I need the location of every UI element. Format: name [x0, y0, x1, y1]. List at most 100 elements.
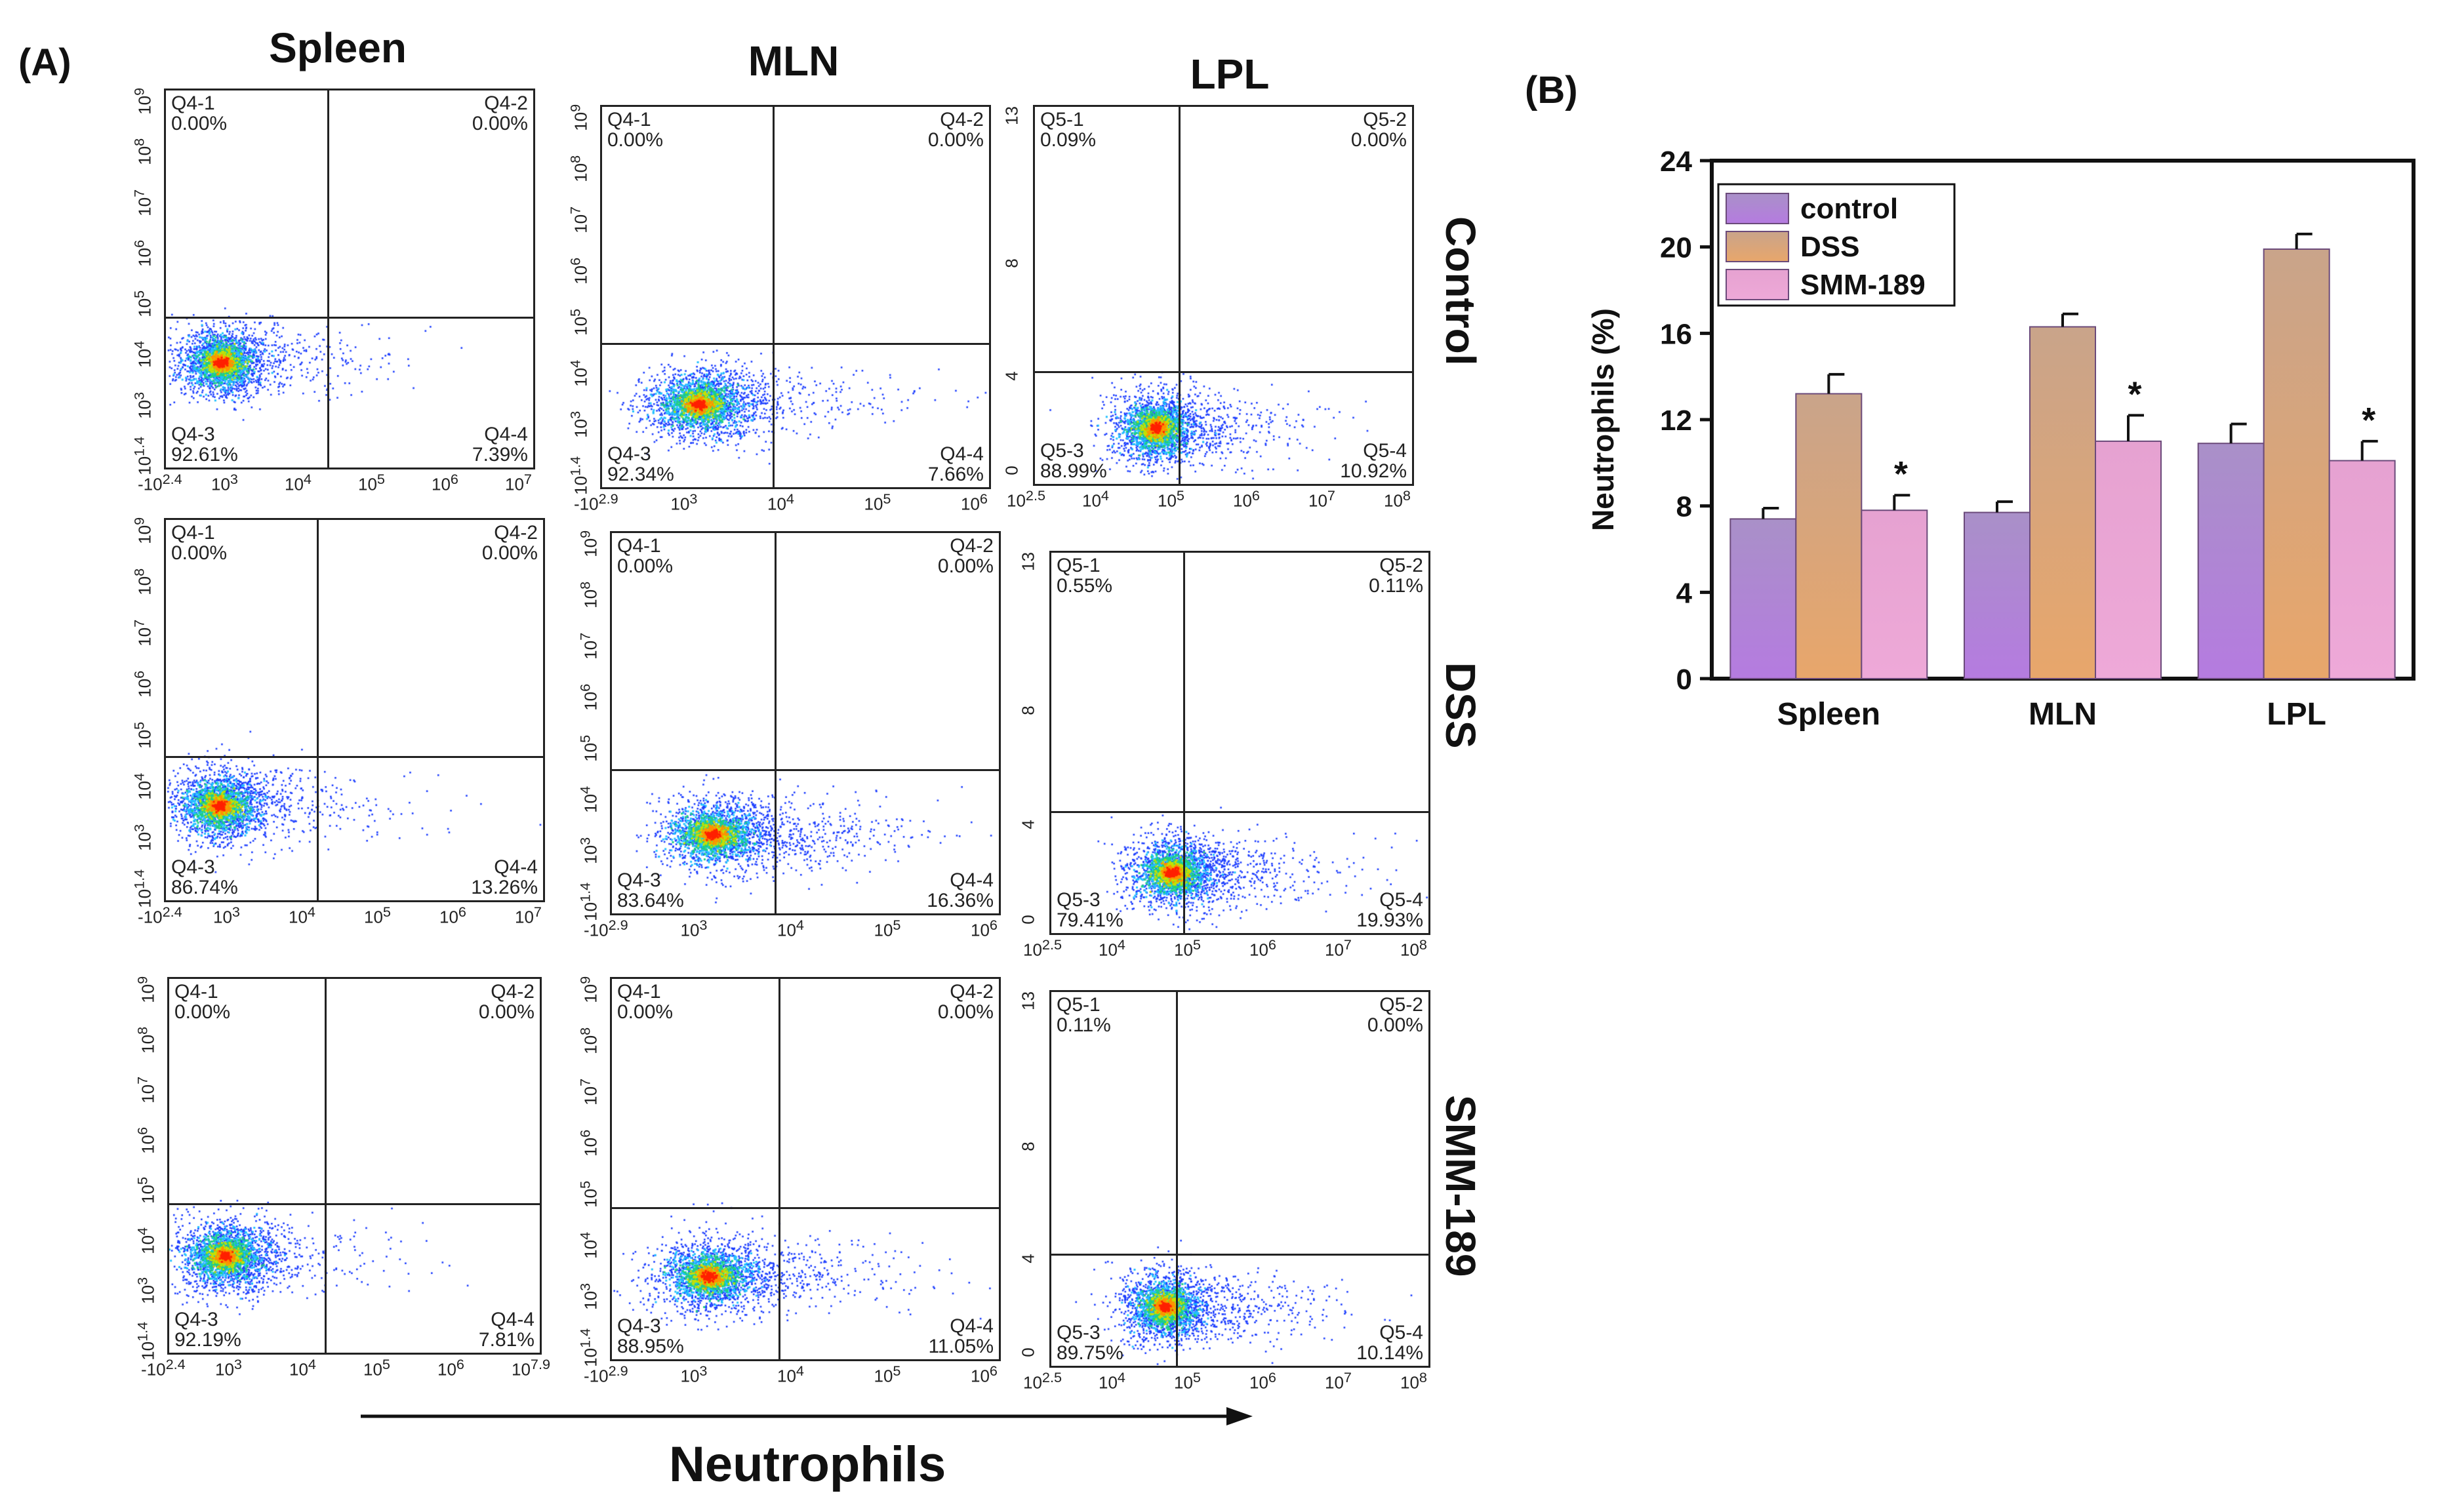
y-tick-label: 0: [1676, 664, 1692, 696]
y-tick-label: 105: [134, 1177, 158, 1204]
x-tick-label: 108: [1400, 936, 1427, 960]
quadrant-2-label: Q4-2 0.00%: [481, 522, 538, 564]
x-tick-label: 105: [358, 471, 385, 494]
y-tick-label: 13: [1001, 106, 1022, 126]
y-tick-label: 108: [131, 138, 155, 166]
y-tick-label: 8: [1018, 705, 1038, 715]
x-axis-arrow: [361, 1407, 1253, 1425]
x-tick-label: 108: [1384, 487, 1411, 511]
x-tick-label: 108: [1400, 1369, 1427, 1393]
y-tick-label: 4: [1018, 1254, 1038, 1264]
quadrant-1-label: Q4-1 0.00%: [171, 522, 228, 564]
gate-horizontal-line: [1051, 811, 1428, 814]
column-title-mln: MLN: [748, 37, 839, 85]
scatter-density: [166, 520, 543, 900]
x-tick-label: 103: [215, 1356, 242, 1380]
x-tick-label: 107: [515, 904, 542, 927]
quadrant-1-label: Q5-1 0.09%: [1040, 109, 1097, 151]
y-tick-label: 106: [576, 683, 601, 711]
y-tick-label: 109: [131, 88, 155, 115]
legend-swatch-control: [1726, 193, 1789, 224]
x-tick-label: 104: [285, 471, 312, 494]
x-tick-label: 105: [864, 490, 891, 514]
flow-plot-spleen-dss: Q4-1 0.00% Q4-2 0.00% Q4-3 86.74% Q4-4 13.2…: [164, 518, 545, 902]
y-tick-label: 4: [1018, 819, 1038, 829]
flow-plot-lpl-control: Q5-1 0.09% Q5-2 0.00% Q5-3 88.99% Q5-4 10.9…: [1033, 105, 1414, 486]
gate-horizontal-line: [169, 1203, 540, 1205]
x-tick-label: 103: [680, 917, 708, 940]
quadrant-2-label: Q4-2 0.00%: [937, 981, 994, 1023]
x-axis-label-neutrophils: Neutrophils: [669, 1437, 946, 1492]
quadrant-1-label: Q5-1 0.11%: [1057, 994, 1111, 1036]
quadrant-4-label: Q5-4 10.14%: [1356, 1322, 1423, 1364]
legend-label-control: control: [1800, 193, 1898, 225]
quadrant-3-label: Q4-3 83.64%: [617, 869, 684, 911]
quadrant-1-label: Q4-1 0.00%: [171, 92, 228, 134]
legend-label-smm-189: SMM-189: [1800, 269, 1926, 301]
x-tick-label: 103: [213, 904, 240, 927]
bar-smm-189-spleen: [1861, 509, 1928, 679]
x-tick-label: 103: [670, 490, 698, 514]
x-tick-label: 103: [680, 1363, 708, 1386]
gate-vertical-line: [1178, 107, 1181, 484]
y-tick-label: 12: [1660, 405, 1692, 437]
bar-control-lpl: [2197, 443, 2265, 679]
quadrant-4-label: Q5-4 10.92%: [1340, 440, 1407, 482]
y-tick-label: 105: [576, 734, 601, 762]
x-tick-label: 106: [432, 471, 458, 494]
y-tick-label: 106: [131, 670, 155, 698]
gate-vertical-line: [1183, 553, 1186, 933]
quadrant-3-label: Q4-3 92.19%: [174, 1309, 241, 1351]
x-tick-label: -102.4: [138, 471, 182, 494]
x-tick-label-lpl: LPL: [2267, 697, 2326, 732]
gate-vertical-line: [778, 979, 780, 1359]
gate-horizontal-line: [1035, 370, 1412, 373]
flow-plot-lpl-dss: Q5-1 0.55% Q5-2 0.11% Q5-3 79.41% Q5-4 19.9…: [1049, 551, 1430, 935]
y-tick-label: 108: [576, 1027, 601, 1055]
x-tick-label-spleen: Spleen: [1777, 697, 1880, 732]
gate-vertical-line: [772, 107, 775, 487]
gate-vertical-line: [1175, 992, 1178, 1366]
y-tick-label: 103: [131, 391, 155, 419]
y-tick-label: 104: [131, 341, 155, 368]
x-tick-label: 106: [437, 1356, 464, 1380]
y-tick-label: 103: [131, 824, 155, 851]
y-tick-label: 104: [131, 772, 155, 800]
x-tick-label: 107: [505, 471, 532, 494]
row-title-control: Control: [1437, 216, 1484, 366]
flow-plot-mln-dss: Q4-1 0.00% Q4-2 0.00% Q4-3 83.64% Q4-4 16.3…: [610, 531, 1001, 915]
flow-plot-mln-smm: Q4-1 0.00% Q4-2 0.00% Q4-3 88.95% Q4-4 11.0…: [610, 977, 1001, 1361]
y-tick-label: 8: [1018, 1142, 1038, 1152]
x-tick-label: 106: [1249, 936, 1276, 960]
quadrant-1-label: Q5-1 0.55%: [1057, 555, 1113, 597]
y-tick-label: 104: [576, 1231, 601, 1259]
x-tick-label-mln: MLN: [2029, 697, 2097, 732]
flow-plot-mln-control: Q4-1 0.00% Q4-2 0.00% Q4-3 92.34% Q4-4 7.66…: [600, 105, 991, 489]
legend-swatch-smm-189: [1726, 269, 1789, 300]
x-tick-label: 102.5: [1023, 936, 1062, 960]
y-tick-label: 107: [134, 1077, 158, 1104]
quadrant-3-label: Q5-3 88.99%: [1040, 440, 1107, 482]
y-tick-label: 103: [134, 1277, 158, 1305]
quadrant-1-label: Q4-1 0.00%: [174, 981, 231, 1023]
y-tick-label: 104: [134, 1227, 158, 1254]
x-tick-label: 103: [211, 471, 238, 494]
x-tick-label: 105: [363, 1356, 390, 1380]
x-tick-label: 106: [961, 490, 988, 514]
significance-star: *: [2128, 374, 2141, 414]
y-tick-label: 109: [131, 517, 155, 545]
y-tick-label: 106: [131, 239, 155, 267]
y-tick-label: 8: [1676, 491, 1692, 523]
flow-plot-spleen-smm: Q4-1 0.00% Q4-2 0.00% Q4-3 92.19% Q4-4 7.81…: [167, 977, 542, 1355]
y-tick-label: 106: [576, 1129, 601, 1157]
y-tick-label: 107: [567, 207, 591, 233]
quadrant-3-label: Q4-3 86.74%: [171, 856, 238, 898]
y-tick-label: 24: [1660, 146, 1692, 178]
panel-b-label: (B): [1525, 69, 1578, 111]
y-tick-label: 103: [567, 410, 591, 438]
scatter-density: [612, 979, 999, 1359]
x-tick-label: 104: [289, 904, 315, 927]
quadrant-2-label: Q4-2 0.00%: [927, 109, 984, 151]
y-axis-label: Neutrophils (%): [1586, 308, 1620, 531]
bar-control-mln: [1964, 511, 2031, 680]
